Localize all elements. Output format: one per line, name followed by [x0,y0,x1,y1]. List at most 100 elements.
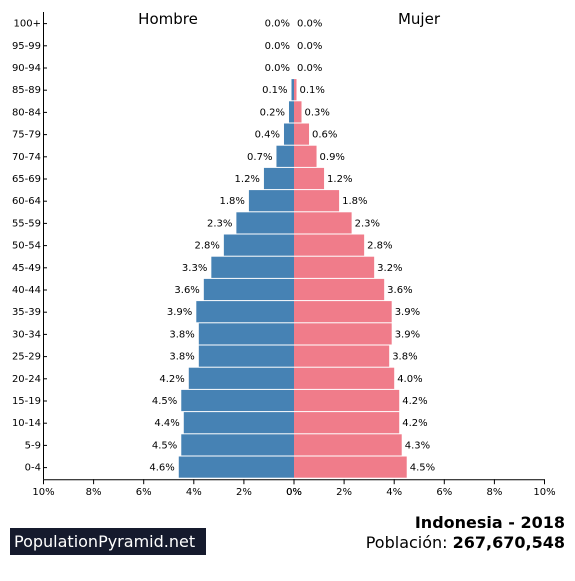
male-value-label: 1.2% [235,174,260,185]
female-value-label: 3.9% [395,329,420,340]
male-value-label: 1.8% [220,196,245,207]
male-bar [198,323,294,345]
year: 2018 [520,513,565,532]
female-value-label: 0.9% [320,152,345,163]
female-value-label: 2.8% [367,241,392,252]
age-group-label: 20-24 [12,374,41,385]
male-value-label: 4.2% [159,374,184,385]
male-title: Hombre [138,10,198,28]
female-bar [294,79,297,101]
female-value-label: 0.1% [300,85,325,96]
male-value-label: 0.0% [265,19,290,30]
female-value-label: 0.0% [297,63,322,74]
male-value-label: 2.8% [194,241,219,252]
male-bar [263,167,294,190]
male-value-label: 3.6% [174,285,199,296]
male-bar [198,345,294,367]
male-bar [276,145,294,167]
x-tick-label: 0% [286,487,302,498]
female-bar [294,345,390,367]
female-bar [294,301,392,323]
age-group-label: 45-49 [12,263,41,274]
female-value-label: 2.3% [355,218,380,229]
age-group-label: 50-54 [12,241,41,252]
population-value: 267,670,548 [452,533,565,552]
male-bar [178,456,294,478]
male-bar [181,434,294,456]
female-value-label: 1.8% [342,196,367,207]
age-group-label: 70-74 [12,152,41,163]
age-group-label: 100+ [14,19,41,30]
title-separator: - [502,513,521,532]
male-value-label: 0.0% [265,63,290,74]
female-value-label: 4.3% [405,440,430,451]
female-bar [294,123,310,145]
female-value-label: 0.6% [312,130,337,141]
female-value-label: 3.6% [387,285,412,296]
age-group-label: 95-99 [12,41,41,52]
male-bar [211,256,294,278]
age-group-label: 75-79 [12,130,41,141]
female-bar [294,323,392,345]
x-tick-label: 4% [386,487,402,498]
female-value-label: 4.5% [410,463,435,474]
male-bar [183,412,294,434]
female-value-label: 4.0% [397,374,422,385]
female-value-label: 0.3% [305,107,330,118]
population-pyramid-chart: Hombre Mujer 100+ 0.0% 0.0% 95-99 0.0% 0.0% 90… [12,10,556,498]
female-bar [294,434,402,456]
age-group-label: 40-44 [12,285,41,296]
x-tick-label: 6% [436,487,452,498]
male-value-label: 4.5% [152,440,177,451]
age-group-label: 25-29 [12,352,41,363]
age-group-label: 80-84 [12,107,41,118]
female-bar [294,367,395,389]
x-tick-label: 2% [236,487,252,498]
female-title: Mujer [398,10,441,28]
age-group-label: 0-4 [25,463,41,474]
x-tick-label: 4% [186,487,202,498]
male-value-label: 0.1% [262,85,287,96]
female-bar [294,412,400,434]
female-bar [294,167,325,190]
country-name: Indonesia [414,513,503,532]
female-value-label: 3.8% [392,352,417,363]
female-value-label: 4.2% [402,396,427,407]
x-tick-label: 2% [336,487,352,498]
male-bar [223,234,294,256]
age-group-label: 30-34 [12,329,41,340]
male-bar [288,101,294,123]
male-bar [181,389,294,412]
x-tick-label: 6% [136,487,152,498]
age-group-label: 60-64 [12,196,41,207]
female-bar [294,234,365,256]
male-bar [188,367,294,389]
x-tick-label: 8% [486,487,502,498]
female-value-label: 0.0% [297,41,322,52]
male-value-label: 4.6% [149,463,174,474]
female-bar [294,101,302,123]
female-value-label: 1.2% [327,174,352,185]
age-group-label: 55-59 [12,218,41,229]
x-tick-label: 8% [86,487,102,498]
age-group-label: 90-94 [12,63,41,74]
male-value-label: 3.8% [169,352,194,363]
male-bar [248,190,294,212]
male-value-label: 4.4% [154,418,179,429]
age-group-label: 85-89 [12,85,41,96]
male-bar [236,212,294,234]
female-bar [294,212,352,234]
male-value-label: 4.5% [152,396,177,407]
male-value-label: 0.4% [255,130,280,141]
male-value-label: 0.2% [260,107,285,118]
pyramid-bars: 100+ 0.0% 0.0% 95-99 0.0% 0.0% 90-94 0.0% 0.0% 85… [12,19,435,478]
population-pyramid-logo[interactable]: PopulationPyramid.net [10,528,206,555]
age-group-label: 10-14 [12,418,41,429]
female-value-label: 0.0% [297,19,322,30]
male-value-label: 3.9% [167,307,192,318]
female-value-label: 3.9% [395,307,420,318]
male-value-label: 0.7% [247,152,272,163]
female-value-label: 3.2% [377,263,402,274]
x-axis: 10% 8% 6% 4% 2% 0%0% 2% 4% 6% 8% 10% [32,12,556,498]
population-label: Población: [365,533,453,552]
